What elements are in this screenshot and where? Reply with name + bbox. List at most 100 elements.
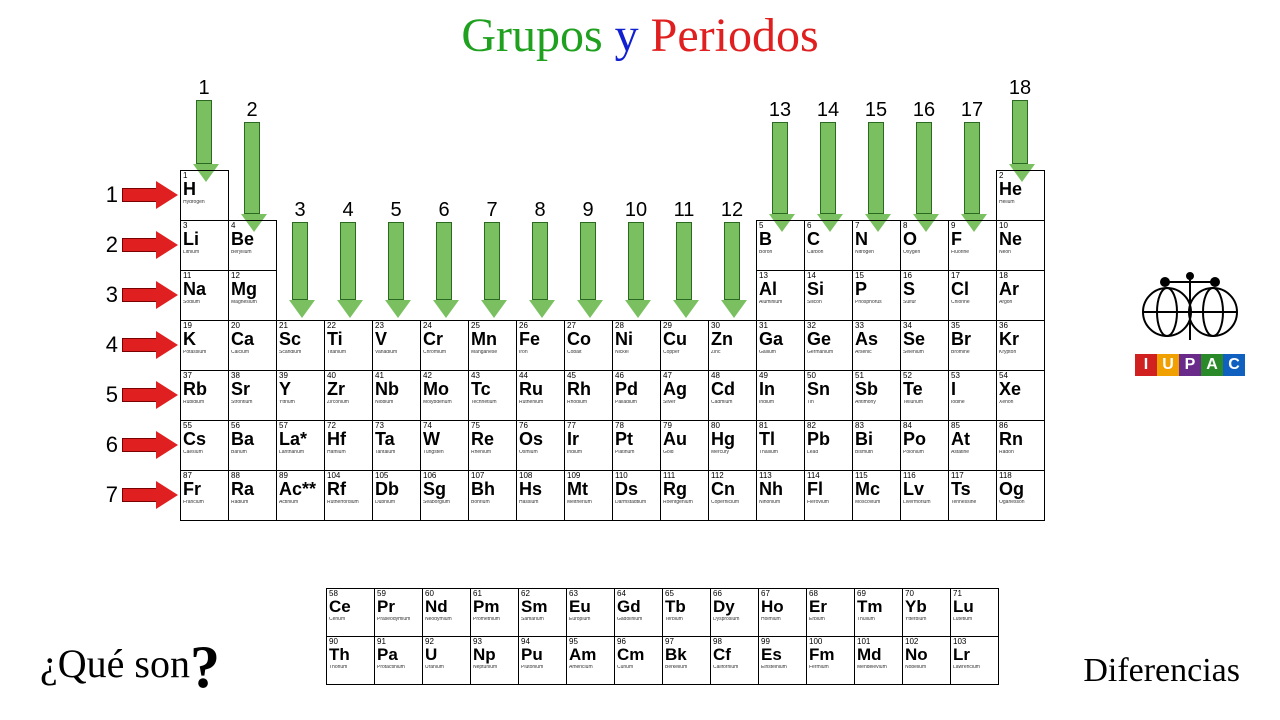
element-cell: 34SeSelenium bbox=[901, 321, 949, 371]
element-cell: 27CoCobalt bbox=[565, 321, 613, 371]
red-arrow-icon bbox=[122, 333, 177, 357]
element-cell: 28NiNickel bbox=[613, 321, 661, 371]
period-number: 6 bbox=[100, 432, 118, 458]
group-number: 2 bbox=[228, 100, 276, 120]
period-arrow: 2 bbox=[100, 220, 177, 270]
element-cell: 49InIndium bbox=[757, 371, 805, 421]
element-cell: 105DbDubnium bbox=[373, 471, 421, 521]
red-arrow-icon bbox=[122, 483, 177, 507]
period-number: 3 bbox=[100, 282, 118, 308]
element-cell: 60NdNeodymium bbox=[423, 589, 471, 637]
group-number: 16 bbox=[900, 100, 948, 120]
element-cell: 1HHydrogen bbox=[181, 171, 229, 221]
element-cell: 15PPhosphorus bbox=[853, 271, 901, 321]
group-number: 15 bbox=[852, 100, 900, 120]
element-cell: 12MgMagnesium bbox=[229, 271, 277, 321]
element-cell: 13AlAluminium bbox=[757, 271, 805, 321]
element-cell: 9FFluorine bbox=[949, 221, 997, 271]
title-grupos: Grupos bbox=[461, 9, 602, 62]
element-cell: 56BaBarium bbox=[229, 421, 277, 471]
element-cell: 21ScScandium bbox=[277, 321, 325, 371]
element-cell: 45RhRhodium bbox=[565, 371, 613, 421]
element-cell: 33AsArsenic bbox=[853, 321, 901, 371]
element-cell: 80HgMercury bbox=[709, 421, 757, 471]
element-cell: 98CfCalifornium bbox=[711, 637, 759, 685]
element-cell: 106SgSeaborgium bbox=[421, 471, 469, 521]
group-arrow: 18 bbox=[996, 78, 1044, 182]
element-cell: 69TmThulium bbox=[855, 589, 903, 637]
element-cell: 3LiLithium bbox=[181, 221, 229, 271]
element-cell: 16SSulfur bbox=[901, 271, 949, 321]
iupac-letter: C bbox=[1223, 354, 1245, 376]
element-cell: 83BiBismuth bbox=[853, 421, 901, 471]
element-cell: 87FrFrancium bbox=[181, 471, 229, 521]
iupac-letters: IUPAC bbox=[1130, 354, 1250, 376]
period-arrow: 5 bbox=[100, 370, 177, 420]
period-arrows: 1234567 bbox=[100, 170, 177, 520]
element-cell: 117TsTennessine bbox=[949, 471, 997, 521]
element-cell: 42MoMolybdenum bbox=[421, 371, 469, 421]
element-cell: 40ZrZirconium bbox=[325, 371, 373, 421]
element-cell: 31GaGallium bbox=[757, 321, 805, 371]
element-cell: 111RgRoentgenium bbox=[661, 471, 709, 521]
period-number: 1 bbox=[100, 182, 118, 208]
element-cell: 64GdGadolinium bbox=[615, 589, 663, 637]
group-number: 17 bbox=[948, 100, 996, 120]
element-cell: 107BhBohrium bbox=[469, 471, 517, 521]
element-cell: 89Ac**Actinium bbox=[277, 471, 325, 521]
period-number: 2 bbox=[100, 232, 118, 258]
element-cell: 18ArArgon bbox=[997, 271, 1045, 321]
element-cell: 47AgSilver bbox=[661, 371, 709, 421]
element-cell: 14SiSilicon bbox=[805, 271, 853, 321]
element-cell: 54XeXenon bbox=[997, 371, 1045, 421]
element-cell: 41NbNiobium bbox=[373, 371, 421, 421]
element-cell: 59PrPraseodymium bbox=[375, 589, 423, 637]
red-arrow-icon bbox=[122, 383, 177, 407]
element-cell: 61PmPromethium bbox=[471, 589, 519, 637]
que-son-text: ¿Qué son? bbox=[40, 633, 220, 702]
element-cell: 97BkBerkelium bbox=[663, 637, 711, 685]
element-cell: 8OOxygen bbox=[901, 221, 949, 271]
element-cell: 48CdCadmium bbox=[709, 371, 757, 421]
element-cell: 82PbLead bbox=[805, 421, 853, 471]
group-number: 1 bbox=[180, 78, 228, 98]
element-cell: 79AuGold bbox=[661, 421, 709, 471]
element-cell: 84PoPolonium bbox=[901, 421, 949, 471]
element-cell: 36KrKrypton bbox=[997, 321, 1045, 371]
element-cell: 109MtMeitnerium bbox=[565, 471, 613, 521]
element-cell: 37RbRubidium bbox=[181, 371, 229, 421]
element-cell: 112CnCopernicium bbox=[709, 471, 757, 521]
red-arrow-icon bbox=[122, 233, 177, 257]
element-cell: 44RuRuthenium bbox=[517, 371, 565, 421]
element-cell: 68ErErbium bbox=[807, 589, 855, 637]
element-cell: 32GeGermanium bbox=[805, 321, 853, 371]
element-cell: 50SnTin bbox=[805, 371, 853, 421]
element-cell: 35BrBromine bbox=[949, 321, 997, 371]
element-cell: 94PuPlutonium bbox=[519, 637, 567, 685]
element-cell: 81TlThallium bbox=[757, 421, 805, 471]
diferencias-text: Diferencias bbox=[1083, 652, 1240, 690]
element-cell: 4BeBeryllium bbox=[229, 221, 277, 271]
element-cell: 116LvLivermorium bbox=[901, 471, 949, 521]
period-arrow: 1 bbox=[100, 170, 177, 220]
element-cell: 108HsHassium bbox=[517, 471, 565, 521]
element-cell: 17ClChlorine bbox=[949, 271, 997, 321]
element-cell: 95AmAmericium bbox=[567, 637, 615, 685]
element-cell: 55CsCaesium bbox=[181, 421, 229, 471]
element-cell: 53IIodine bbox=[949, 371, 997, 421]
element-cell: 103LrLawrencium bbox=[951, 637, 999, 685]
iupac-globe-icon bbox=[1135, 270, 1245, 350]
element-cell: 72HfHafnium bbox=[325, 421, 373, 471]
period-arrow: 3 bbox=[100, 270, 177, 320]
element-cell: 86RnRadon bbox=[997, 421, 1045, 471]
element-cell: 67HoHolmium bbox=[759, 589, 807, 637]
element-cell: 58CeCerium bbox=[327, 589, 375, 637]
element-cell: 115McMoscovium bbox=[853, 471, 901, 521]
element-cell: 10NeNeon bbox=[997, 221, 1045, 271]
group-number: 14 bbox=[804, 100, 852, 120]
iupac-letter: P bbox=[1179, 354, 1201, 376]
element-cell: 24CrChromium bbox=[421, 321, 469, 371]
element-cell: 57La*Lanthanum bbox=[277, 421, 325, 471]
element-cell: 85AtAstatine bbox=[949, 421, 997, 471]
period-arrow: 4 bbox=[100, 320, 177, 370]
